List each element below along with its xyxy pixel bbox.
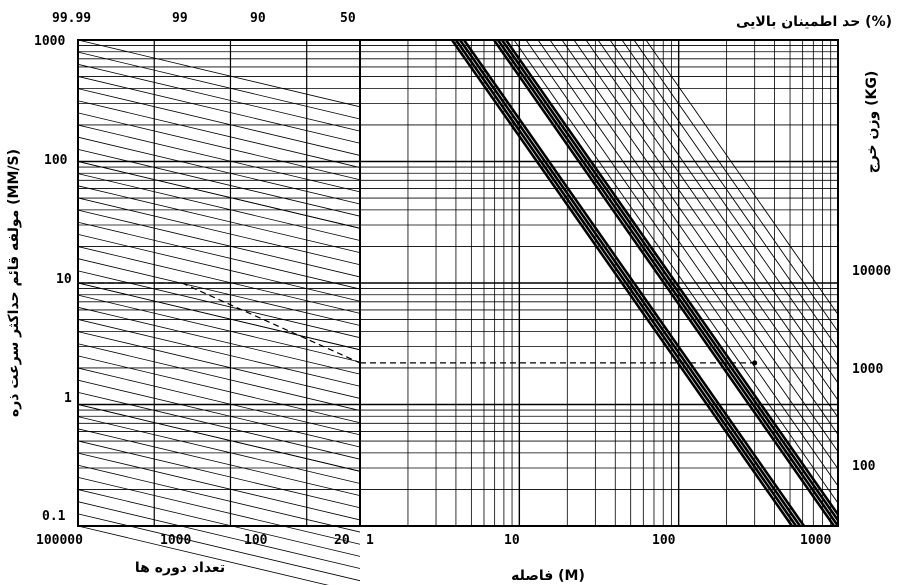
confidence-line [77, 76, 361, 144]
attenuation-line [492, 39, 836, 527]
grid-lines [78, 39, 838, 527]
cycles-tick-label: 1000 [160, 533, 191, 548]
attenuation-line [573, 39, 839, 418]
confidence-line [77, 331, 361, 399]
attenuation-line [454, 39, 798, 527]
confidence-line [77, 428, 361, 497]
distance-tick-label: 10 [504, 533, 520, 548]
confidence-line [77, 39, 361, 108]
confidence-line [77, 477, 361, 545]
confidence-line [77, 234, 361, 302]
attenuation-line [609, 39, 839, 367]
cycles-tick-label: 20 [334, 533, 350, 548]
attenuation-line [450, 39, 794, 527]
confidence-label: 99 [172, 11, 188, 26]
confidence-line [77, 185, 361, 254]
top-axis-title: (%) حد اطمینان بالایی [736, 14, 892, 30]
attenuation-line [513, 39, 839, 504]
attenuation-line [496, 39, 840, 527]
confidence-line [77, 161, 361, 229]
confidence-line [77, 367, 361, 436]
cycles-tick-label: 100000 [36, 533, 83, 548]
velocity-tick-label: 0.1 [42, 509, 66, 524]
example-path-segment [181, 282, 361, 364]
confidence-line [77, 525, 329, 585]
velocity-tick-label: 1 [64, 391, 72, 406]
confidence-line [77, 343, 361, 411]
confidence-line [77, 306, 361, 375]
confidence-line [77, 63, 361, 132]
confidence-line [77, 513, 361, 582]
confidence-line [77, 88, 361, 156]
confidence-line [77, 112, 361, 181]
distance-tick-label: 100 [652, 533, 676, 548]
confidence-line [77, 173, 361, 241]
confidence-line [77, 221, 361, 290]
charge-tick-label: 100 [852, 459, 876, 474]
confidence-line [77, 294, 361, 363]
attenuation-line [549, 39, 839, 452]
confidence-line [77, 452, 361, 521]
confidence-line [77, 124, 361, 193]
confidence-line [77, 379, 361, 448]
right-axis-title: (KG) وزن خرج [864, 71, 880, 174]
attenuation-line [633, 39, 839, 332]
attenuation-line [462, 39, 806, 527]
confidence-line [77, 391, 361, 460]
charge-tick-label: 10000 [852, 264, 891, 279]
velocity-tick-label: 10 [56, 272, 72, 287]
charge-tick-label: 1000 [852, 362, 883, 377]
confidence-line [77, 246, 361, 314]
confidence-line [77, 136, 361, 205]
confidence-line [77, 355, 361, 424]
attenuation-line [645, 39, 839, 315]
confidence-line [77, 197, 361, 266]
attenuation-line [537, 39, 839, 470]
left-axis-title: (MM/S) مولفه قائم حداکثر سرعت ذره [6, 149, 22, 417]
velocity-tick-label: 100 [44, 153, 68, 168]
cycles-tick-label: 100 [244, 533, 268, 548]
attenuation-line [525, 39, 839, 487]
attenuation-line [458, 39, 802, 527]
example-path-point [752, 360, 758, 366]
distance-tick-label: 1000 [800, 533, 831, 548]
confidence-line [77, 282, 361, 351]
attenuation-line [621, 39, 839, 350]
confidence-line [77, 258, 361, 326]
confidence-line [77, 416, 361, 484]
confidence-line [77, 100, 361, 168]
confidence-label: 90 [250, 11, 266, 26]
attenuation-line [561, 39, 839, 435]
confidence-line [77, 51, 361, 120]
attenuation-line [585, 39, 839, 401]
confidence-line [77, 440, 361, 509]
confidence-line [77, 319, 361, 387]
nomogram-lines [77, 39, 840, 585]
distance-tick-label: 1 [366, 533, 374, 548]
confidence-line [77, 501, 361, 569]
confidence-line [77, 489, 361, 557]
confidence-label: 50 [340, 11, 356, 26]
attenuation-line [504, 39, 840, 516]
attenuation-line [500, 39, 840, 522]
confidence-line [77, 148, 361, 217]
confidence-line [77, 209, 361, 278]
confidence-line [77, 464, 361, 533]
confidence-label: 99.99 [52, 11, 91, 26]
cycles-axis-title: تعداد دوره ها [135, 560, 225, 576]
confidence-line [77, 404, 361, 472]
velocity-tick-label: 1000 [34, 34, 65, 49]
example-path [78, 282, 758, 366]
attenuation-line [597, 39, 839, 384]
confidence-line [77, 270, 361, 339]
distance-axis-title: (M) فاصله [511, 568, 585, 584]
plot-frame [77, 39, 839, 527]
